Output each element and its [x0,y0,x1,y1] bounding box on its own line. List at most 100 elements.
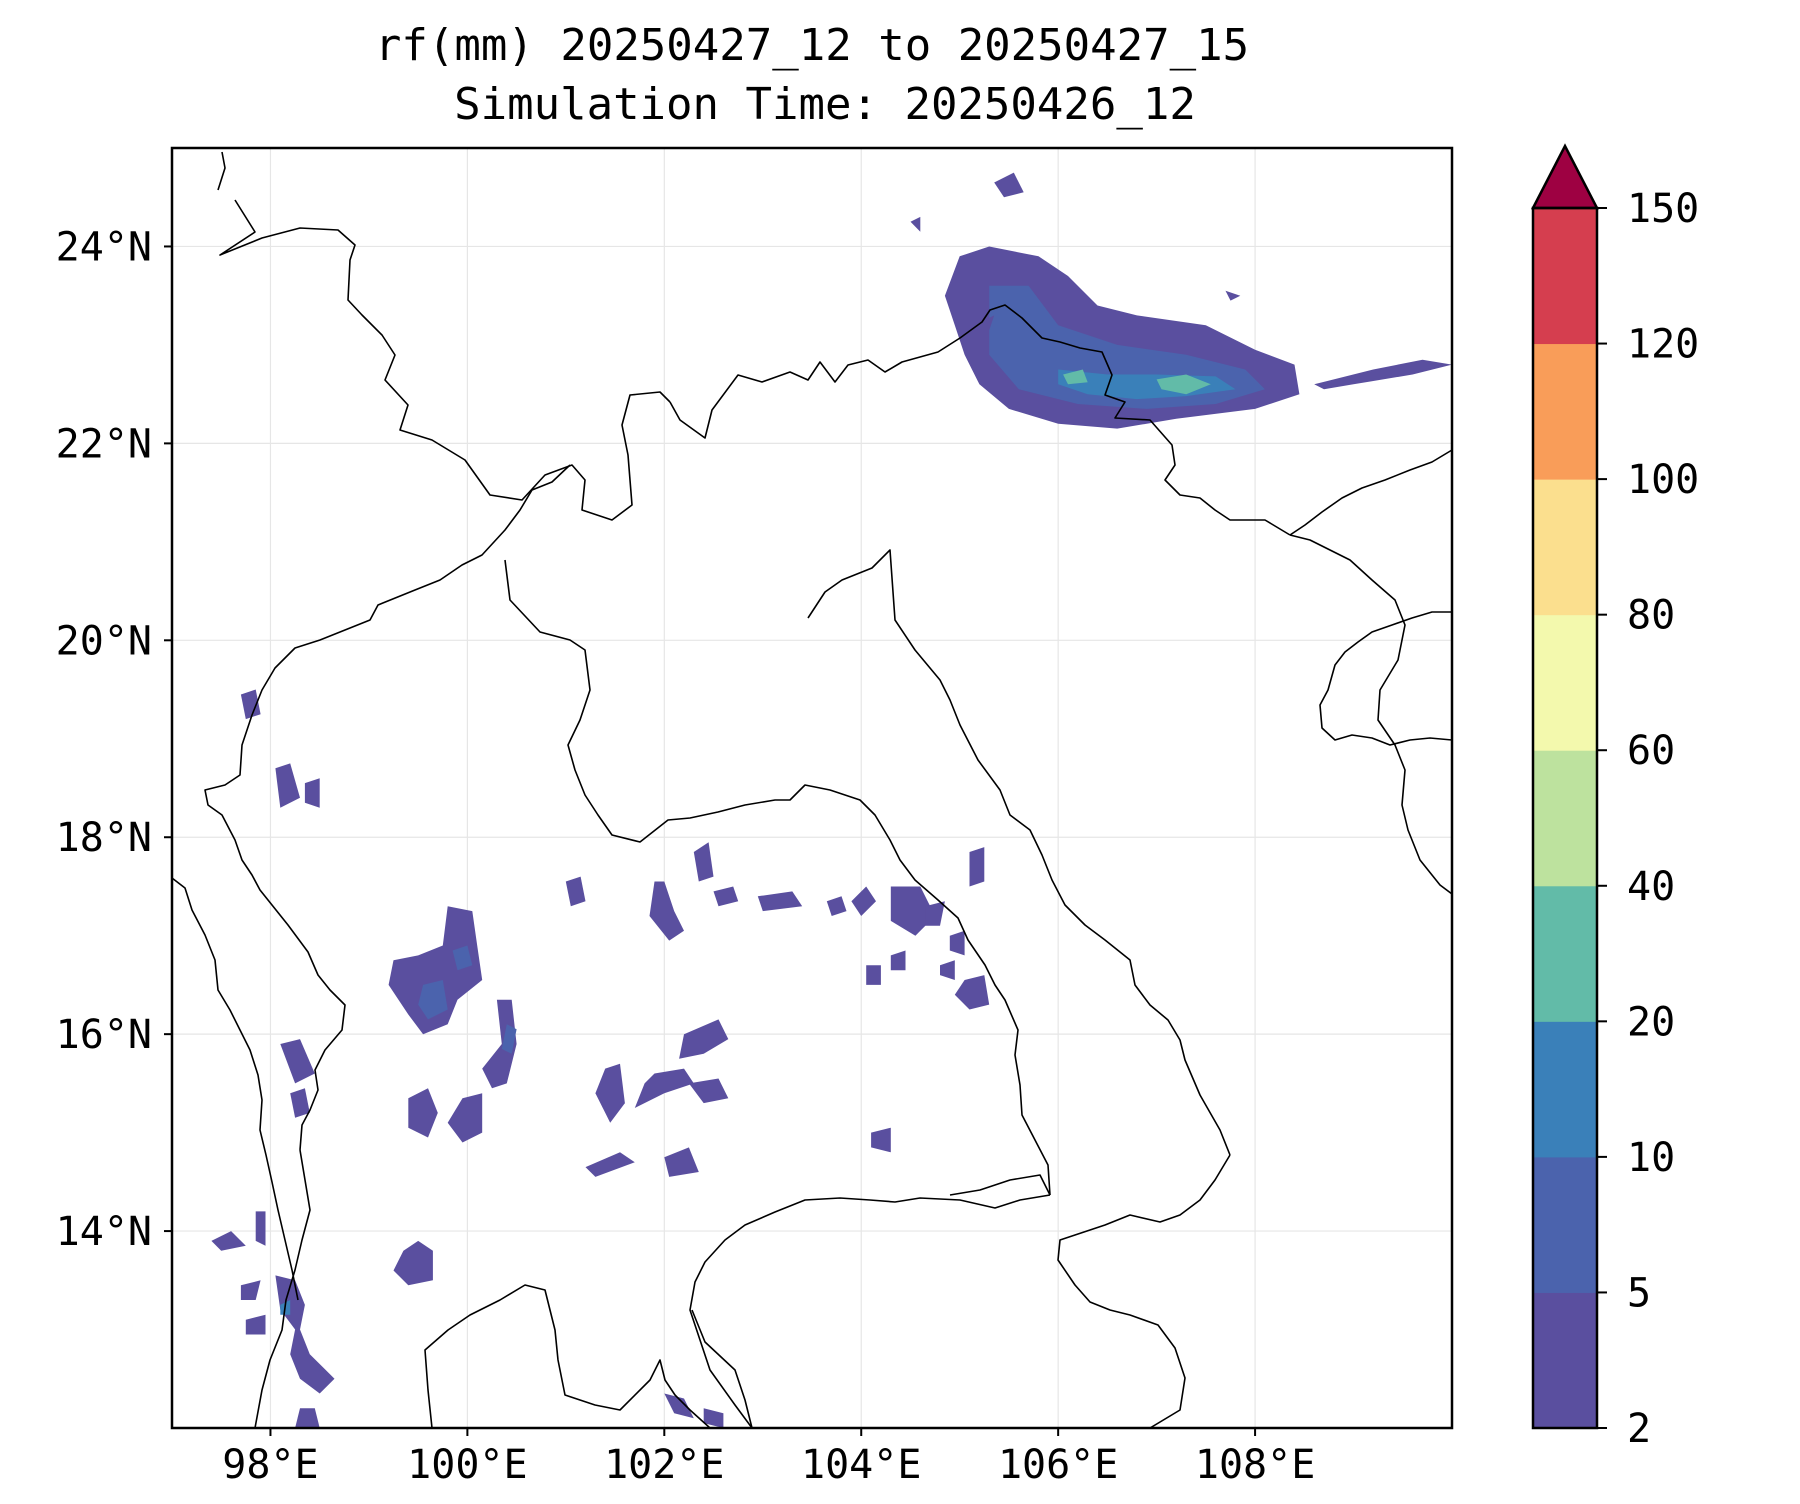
rain-area-53 [703,1408,724,1428]
coastline-hainan [1319,611,1452,746]
rain-area-35 [851,886,876,916]
rain-area-23 [595,1063,625,1123]
rain-area-21 [447,1093,483,1143]
country-border-myanmar-laos-thailand [204,464,571,1151]
colorbar-label-7: 100 [1627,457,1699,503]
rain-area-15 [290,1088,310,1118]
colorbar-label-8: 120 [1627,322,1699,368]
rain-area-44 [871,1127,891,1153]
rain-area-46 [255,1211,266,1246]
colorbar: 2 5 10 20 40 60 80 100 120 150 [1530,143,1699,1452]
rain-area-34 [826,896,847,916]
rain-area-11 [418,980,448,1020]
rain-area-22 [393,1240,433,1286]
lon-tick-label-1: 100°E [407,1442,527,1488]
colorbar-segment-5 [1533,614,1597,751]
colorbar-segment-0 [1533,1292,1597,1429]
rain-area-36 [890,886,936,936]
rain-area-45 [211,1231,246,1251]
rain-area-17 [240,689,261,720]
rain-area-29 [565,876,586,907]
rain-area-8 [1225,290,1241,301]
rain-area-42 [890,950,906,971]
colorbar-label-0: 2 [1627,1406,1651,1452]
coastline-south-china-coast [1289,449,1452,536]
rain-area-24 [634,1068,694,1108]
colorbar-extend-arrow [1530,143,1600,210]
colorbar-label-4: 40 [1627,864,1675,910]
coastline-myanmar-west [172,877,299,1301]
colorbar-label-1: 5 [1627,1270,1651,1316]
lat-tick-label-0: 24°N [56,224,152,270]
rain-area-25 [679,1019,729,1059]
map-title-line2: Simulation Time: 20250426_12 [454,79,1196,130]
colorbar-segment-2 [1533,1021,1597,1158]
map-background [172,148,1452,1428]
map-panel: 98°E 100°E 102°E 104°E 106°E 108°E 24°N 22°N 20… [56,146,1454,1488]
rain-area-30 [649,881,684,941]
lon-tick-label-2: 102°E [604,1442,724,1488]
country-border-laos-china [669,304,1291,536]
rain-area-19 [482,999,517,1089]
rain-area-13 [408,1088,438,1138]
latitude-ticks: 24°N 22°N 20°N 18°N 16°N 14°N [56,224,172,1255]
rain-area-41 [954,975,990,1010]
map-title-line1: rf(mm) 20250427_12 to 20250427_15 [375,20,1249,71]
lat-tick-label-3: 18°N [56,815,152,861]
colorbar-segment-3 [1533,885,1597,1022]
colorbar-segment-6 [1533,479,1597,616]
rain-area-14 [280,1039,315,1084]
colorbar-segment-7 [1533,343,1597,480]
colorbar-label-3: 20 [1627,999,1675,1045]
colorbar-segment-4 [1533,750,1597,887]
rain-area-4 [1063,369,1088,385]
rain-area-28 [664,1147,699,1177]
rain-area-10 [388,906,483,1035]
longitude-ticks: 98°E 100°E 102°E 104°E 106°E 108°E [222,1428,1315,1488]
rain-area-37 [925,901,945,926]
rain-area-16 [275,763,300,808]
coastline-gulf-of-thailand [254,1149,711,1428]
country-border-laos-vietnam [807,549,1231,1156]
country-border-thailand-laos-mekong [504,559,1051,1196]
rain-area-5 [1314,359,1452,390]
rain-area-3 [1156,374,1211,395]
colorbar-frame [1531,206,1599,1430]
rain-area-9 [910,216,921,232]
rain-area-20 [501,1024,517,1054]
coastline-and-borders [172,151,1452,1428]
lat-tick-label-1: 22°N [56,421,152,467]
rain-area-6 [994,172,1024,198]
country-border-thailand-cambodia [691,1174,1051,1428]
lat-tick-label-2: 20°N [56,618,152,664]
rain-area-33 [757,891,803,912]
lat-tick-label-5: 14°N [56,1209,152,1255]
rain-area-40 [940,960,955,980]
rain-area-27 [585,1152,635,1177]
colorbar-label-9: 150 [1627,186,1699,232]
colorbar-label-5: 60 [1627,728,1675,774]
rain-area-39 [949,930,965,956]
rain-area-51 [295,1408,320,1428]
rain-area-26 [688,1078,729,1104]
rainfall-contours [211,172,1452,1428]
rain-area-43 [866,965,881,985]
colorbar-label-2: 10 [1627,1135,1675,1181]
rain-area-38 [969,847,985,887]
rain-area-32 [713,886,739,907]
rain-area-18 [304,778,320,808]
colorbar-segment-1 [1533,1156,1597,1293]
rain-area-47 [240,1280,261,1300]
lat-tick-label-4: 16°N [56,1012,152,1058]
rain-area-52 [664,1393,694,1419]
colorbar-segment-8 [1533,208,1597,345]
lon-tick-label-5: 108°E [1195,1442,1315,1488]
coastline-gulf-of-tonkin [1289,534,1452,895]
rain-area-7 [984,315,995,331]
rain-area-12 [452,945,473,971]
country-border-cambodia [689,1154,1231,1428]
lon-tick-label-4: 106°E [998,1442,1118,1488]
lon-tick-label-0: 98°E [222,1442,318,1488]
